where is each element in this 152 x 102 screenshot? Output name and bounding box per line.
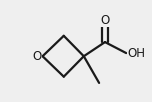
Text: O: O	[32, 50, 41, 63]
Text: OH: OH	[127, 47, 145, 60]
Text: O: O	[100, 14, 110, 27]
